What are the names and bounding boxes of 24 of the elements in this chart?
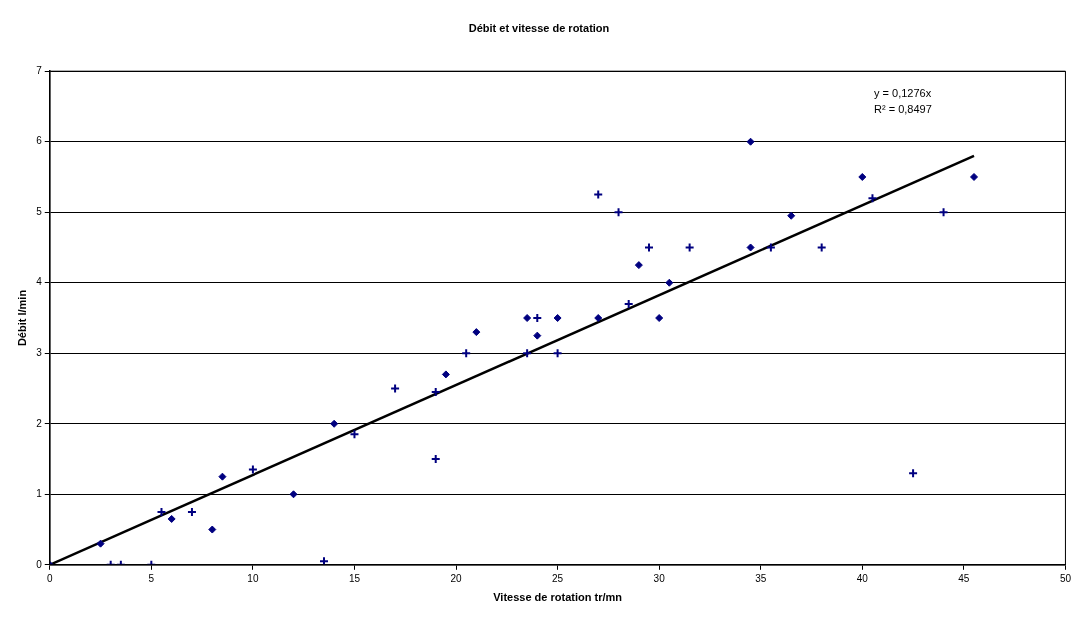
x-tick-label: 50 — [1059, 572, 1072, 584]
x-tick-label: 25 — [552, 572, 564, 584]
x-tick-label: 5 — [148, 572, 155, 584]
x-tick-label: 0 — [46, 572, 53, 584]
y-tick-label: 3 — [36, 347, 43, 359]
y-tick-label: 1 — [36, 488, 43, 500]
chart-title: Débit et vitesse de rotation — [468, 21, 610, 34]
y-tick-label: 0 — [36, 558, 43, 570]
y-tick-label: 2 — [36, 417, 43, 429]
x-tick-label: 10 — [247, 572, 259, 584]
x-tick-label: 30 — [653, 572, 666, 584]
y-tick-label: 5 — [36, 205, 43, 217]
x-tick-label: 15 — [348, 572, 361, 584]
y-tick-label: 4 — [36, 276, 43, 288]
y-tick-label: 7 — [36, 64, 43, 76]
x-tick-label: 40 — [856, 572, 869, 584]
y-axis-title: Débit l/min — [15, 289, 28, 347]
x-tick-label: 45 — [958, 572, 970, 584]
annotation: y = 0,1276x — [874, 86, 932, 99]
x-tick-label: 35 — [755, 572, 767, 584]
x-tick-label: 20 — [450, 572, 463, 584]
y-tick-label: 6 — [36, 135, 43, 147]
x-axis-title: Vitesse de rotation tr/mn — [493, 591, 623, 604]
annotation: R² = 0,8497 — [874, 102, 932, 115]
